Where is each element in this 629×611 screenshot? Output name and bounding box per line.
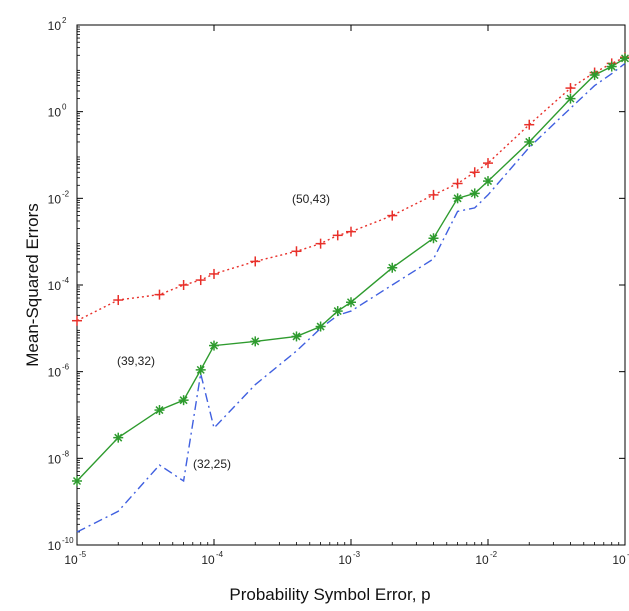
data-point-1 xyxy=(589,70,600,81)
data-point-1 xyxy=(250,336,261,347)
y-tick-label: 10 xyxy=(48,452,62,466)
y-tick-exponent: -2 xyxy=(62,189,70,198)
y-tick-exponent: -10 xyxy=(62,536,74,545)
data-point-0 xyxy=(291,246,302,257)
data-point-0 xyxy=(346,226,356,237)
data-point-1 xyxy=(469,188,480,199)
data-point-1 xyxy=(332,306,343,317)
axis-ticks: 10-510-410-310-210-110210010-210-410-610… xyxy=(48,16,629,567)
annotation-50-43: (50,43) xyxy=(292,192,330,206)
y-tick-exponent: -8 xyxy=(62,449,70,458)
y-tick-label: 10 xyxy=(48,19,62,33)
x-tick-exponent: -3 xyxy=(353,550,361,559)
x-tick-label: 10 xyxy=(64,553,78,567)
y-tick-label: 10 xyxy=(48,366,62,380)
data-point-1 xyxy=(195,364,206,375)
data-point-1 xyxy=(72,475,82,486)
x-tick-exponent: -5 xyxy=(79,550,87,559)
annotation-39-32: (39,32) xyxy=(117,354,155,368)
data-point-0 xyxy=(113,295,124,306)
y-tick-label: 10 xyxy=(48,192,62,206)
data-point-1 xyxy=(565,93,576,104)
series-markers xyxy=(72,52,629,486)
data-point-0 xyxy=(250,256,261,267)
y-tick-label: 10 xyxy=(48,279,62,293)
y-tick-label: 10 xyxy=(48,539,62,553)
data-point-0 xyxy=(154,289,165,300)
x-tick-label: 10 xyxy=(612,553,626,567)
data-point-0 xyxy=(524,119,535,130)
data-point-1 xyxy=(113,432,124,443)
data-point-0 xyxy=(332,230,343,241)
y-axis-title: Mean-Squared Errors xyxy=(23,203,42,366)
data-point-0 xyxy=(72,315,82,326)
data-point-0 xyxy=(209,268,219,279)
data-point-1 xyxy=(315,321,326,332)
y-tick-label: 10 xyxy=(48,106,62,120)
y-tick-exponent: 0 xyxy=(62,103,67,112)
data-point-1 xyxy=(452,193,463,204)
plot-frame xyxy=(76,24,626,546)
data-point-1 xyxy=(606,61,617,72)
data-point-1 xyxy=(291,331,302,342)
y-tick-exponent: -6 xyxy=(62,363,70,372)
data-point-1 xyxy=(524,136,535,147)
data-point-0 xyxy=(452,178,463,189)
data-point-0 xyxy=(469,167,480,178)
data-point-0 xyxy=(195,275,206,286)
data-point-0 xyxy=(387,210,398,221)
x-tick-exponent: -2 xyxy=(490,550,498,559)
data-point-0 xyxy=(565,83,576,94)
data-point-1 xyxy=(483,176,493,187)
series-line-2 xyxy=(76,62,626,533)
data-point-1 xyxy=(178,395,189,406)
x-tick-exponent: -1 xyxy=(627,550,629,559)
x-tick-exponent: -4 xyxy=(216,550,224,559)
data-point-1 xyxy=(620,53,629,64)
data-point-1 xyxy=(387,262,398,273)
data-point-1 xyxy=(209,340,219,351)
data-point-0 xyxy=(315,238,326,249)
data-point-1 xyxy=(154,405,165,416)
y-tick-exponent: -4 xyxy=(62,276,70,285)
data-point-0 xyxy=(483,158,493,169)
data-point-0 xyxy=(178,280,189,290)
x-tick-label: 10 xyxy=(201,553,215,567)
data-point-1 xyxy=(428,233,439,244)
y-tick-exponent: 2 xyxy=(62,16,67,25)
data-point-0 xyxy=(428,189,439,200)
data-point-1 xyxy=(346,297,356,308)
annotation-32-25: (32,25) xyxy=(193,457,231,471)
series-line-0 xyxy=(76,56,626,322)
x-tick-label: 10 xyxy=(475,553,489,567)
x-tick-label: 10 xyxy=(338,553,352,567)
x-axis-title: Probability Symbol Error, p xyxy=(229,585,430,604)
